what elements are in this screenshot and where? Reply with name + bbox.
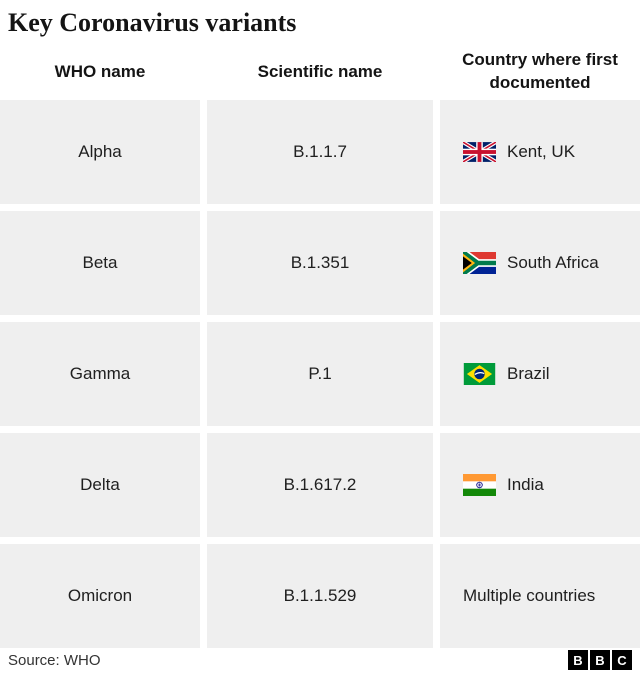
who-name-cell: Delta [0,433,200,537]
bbc-logo: B B C [568,650,632,670]
scientific-name-cell: B.1.351 [207,211,433,315]
south-africa-flag-icon [463,252,496,274]
who-name-cell: Gamma [0,322,200,426]
bbc-logo-block-b1: B [568,650,588,670]
source-label: Source: WHO [8,651,101,669]
country-label: Multiple countries [463,586,596,605]
column-header-scientific-name: Scientific name [257,61,383,81]
country-label: Brazil [507,364,550,383]
country-label: Kent, UK [507,142,576,161]
table-header-row: WHO name Scientific name Country where f… [0,44,640,100]
scientific-name-cell: P.1 [207,322,433,426]
column-header-country: Country where first documented [462,50,618,92]
column-header-who-name: WHO name [54,61,146,81]
who-name-cell: Omicron [0,544,200,648]
who-name-cell: Alpha [0,100,200,204]
scientific-name-cell: B.1.1.7 [207,100,433,204]
footer: Source: WHO B B C [0,648,640,676]
scientific-name-cell: B.1.617.2 [207,433,433,537]
who-name-cell: Beta [0,211,200,315]
country-cell: Kent, UK [440,100,640,204]
uk-flag-icon [463,142,496,162]
country-cell: India [440,433,640,537]
india-flag-icon [463,474,496,496]
page-title: Key Coronavirus variants [8,8,297,37]
bbc-logo-block-c: C [612,650,632,670]
country-cell: Brazil [440,322,640,426]
scientific-name-cell: B.1.1.529 [207,544,433,648]
country-label: India [507,475,544,494]
country-cell: Multiple countries [440,544,640,648]
brazil-flag-icon [463,363,496,385]
country-cell: South Africa [440,211,640,315]
country-label: South Africa [507,253,599,272]
variants-table: Alpha B.1.1.7 Kent, UK Beta B.1.351 [0,100,640,648]
bbc-logo-block-b2: B [590,650,610,670]
